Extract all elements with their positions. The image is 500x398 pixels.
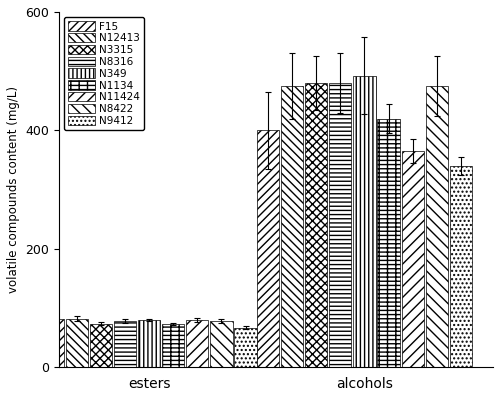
Bar xyxy=(378,119,400,367)
Bar xyxy=(450,166,472,367)
Legend: F15, N12413, N3315, N8316, N349, N1134, N11424, N8422, N9412: F15, N12413, N3315, N8316, N349, N1134, … xyxy=(64,17,144,130)
Bar xyxy=(114,321,136,367)
Bar xyxy=(90,324,112,367)
Y-axis label: volatile compounds content (mg/L): volatile compounds content (mg/L) xyxy=(7,86,20,293)
Bar xyxy=(42,319,64,367)
Bar xyxy=(186,320,208,367)
Bar xyxy=(402,151,424,367)
Bar xyxy=(210,321,233,367)
Bar xyxy=(162,324,184,367)
Bar xyxy=(234,328,256,367)
Bar xyxy=(426,86,448,367)
Bar xyxy=(281,86,303,367)
Bar xyxy=(305,83,328,367)
Bar xyxy=(257,131,279,367)
Bar xyxy=(330,83,351,367)
Bar xyxy=(354,76,376,367)
Bar xyxy=(138,320,160,367)
Bar xyxy=(66,319,88,367)
